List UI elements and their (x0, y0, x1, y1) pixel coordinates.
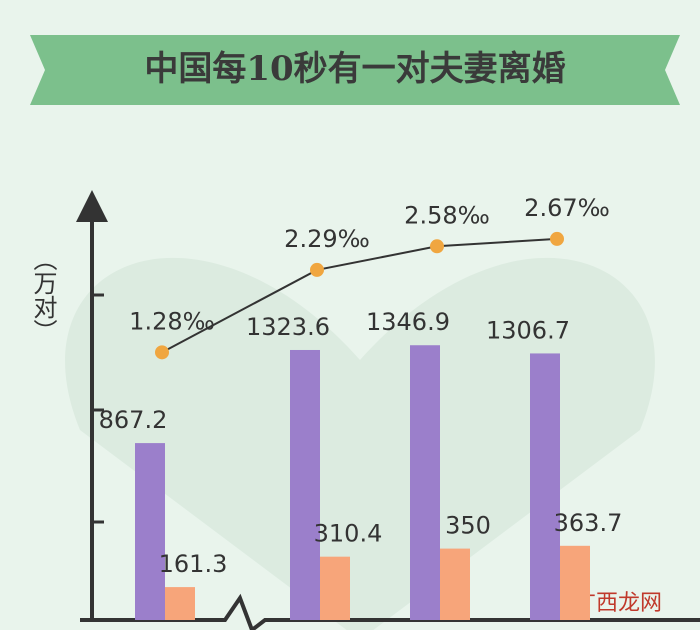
data-label: 2.58‰ (404, 201, 490, 229)
bar (530, 353, 560, 620)
bar (165, 587, 195, 620)
bar (290, 349, 320, 620)
bar (440, 548, 470, 620)
bar (135, 443, 165, 620)
data-label: 1.28‰ (129, 307, 215, 335)
data-label: 1323.6 (246, 313, 330, 341)
y-axis-label: （万对） (29, 247, 57, 343)
line-point (550, 231, 564, 246)
data-label: 1346.9 (366, 308, 450, 336)
chart-title: 中国每10秒有一对夫妻离婚 (144, 49, 565, 89)
bar (560, 545, 590, 620)
title-ribbon (30, 35, 680, 105)
line-point (155, 345, 169, 360)
data-label: 350 (445, 512, 491, 540)
data-label: 363.7 (554, 509, 623, 537)
data-label: 2.67‰ (524, 194, 610, 222)
data-label: 310.4 (314, 520, 383, 548)
data-label: 161.3 (159, 550, 228, 578)
line-point (310, 262, 324, 277)
data-label: 867.2 (99, 406, 168, 434)
line-point (430, 239, 444, 254)
line (161, 237, 558, 354)
data-label: 1306.7 (486, 316, 570, 344)
heart-decor (65, 258, 655, 630)
bar (320, 556, 350, 620)
bar (410, 345, 440, 620)
data-label: 2.29‰ (284, 225, 370, 253)
y-axis-arrow (76, 190, 108, 222)
